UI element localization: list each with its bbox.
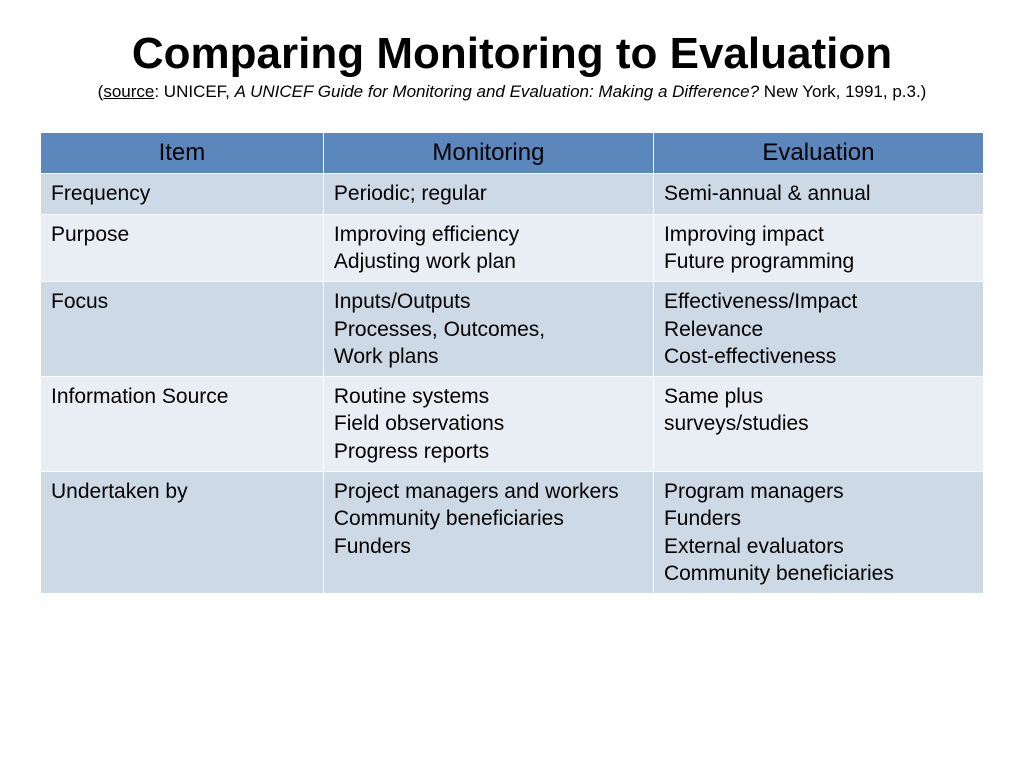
cell-monitoring: Routine systems Field observations Progr… bbox=[323, 377, 653, 472]
comparison-table: Item Monitoring Evaluation Frequency Per… bbox=[40, 132, 984, 594]
cell-item: Purpose bbox=[41, 214, 324, 282]
cell-item: Information Source bbox=[41, 377, 324, 472]
cell-evaluation: Improving impact Future programming bbox=[653, 214, 983, 282]
col-header-item: Item bbox=[41, 133, 324, 174]
table-row: Purpose Improving efficiency Adjusting w… bbox=[41, 214, 984, 282]
table-row: Information Source Routine systems Field… bbox=[41, 377, 984, 472]
cell-monitoring: Project managers and workers Community b… bbox=[323, 472, 653, 594]
cell-item: Frequency bbox=[41, 174, 324, 214]
cell-evaluation: Semi-annual & annual bbox=[653, 174, 983, 214]
table-header-row: Item Monitoring Evaluation bbox=[41, 133, 984, 174]
cell-evaluation: Program managers Funders External evalua… bbox=[653, 472, 983, 594]
source-tail: New York, 1991, p.3.) bbox=[759, 82, 926, 101]
table-row: Focus Inputs/Outputs Processes, Outcomes… bbox=[41, 282, 984, 377]
page-title: Comparing Monitoring to Evaluation bbox=[40, 30, 984, 78]
table-row: Frequency Periodic; regular Semi-annual … bbox=[41, 174, 984, 214]
col-header-monitoring: Monitoring bbox=[323, 133, 653, 174]
table-row: Undertaken by Project managers and worke… bbox=[41, 472, 984, 594]
cell-evaluation: Same plus surveys/studies bbox=[653, 377, 983, 472]
cell-item: Focus bbox=[41, 282, 324, 377]
cell-monitoring: Inputs/Outputs Processes, Outcomes, Work… bbox=[323, 282, 653, 377]
cell-monitoring: Improving efficiency Adjusting work plan bbox=[323, 214, 653, 282]
source-org: : UNICEF, bbox=[154, 82, 234, 101]
source-subtitle: (source: UNICEF, A UNICEF Guide for Moni… bbox=[40, 82, 984, 102]
cell-item: Undertaken by bbox=[41, 472, 324, 594]
source-label: source bbox=[103, 82, 154, 101]
col-header-evaluation: Evaluation bbox=[653, 133, 983, 174]
cell-monitoring: Periodic; regular bbox=[323, 174, 653, 214]
source-italic: A UNICEF Guide for Monitoring and Evalua… bbox=[235, 82, 759, 101]
cell-evaluation: Effectiveness/Impact Relevance Cost-effe… bbox=[653, 282, 983, 377]
